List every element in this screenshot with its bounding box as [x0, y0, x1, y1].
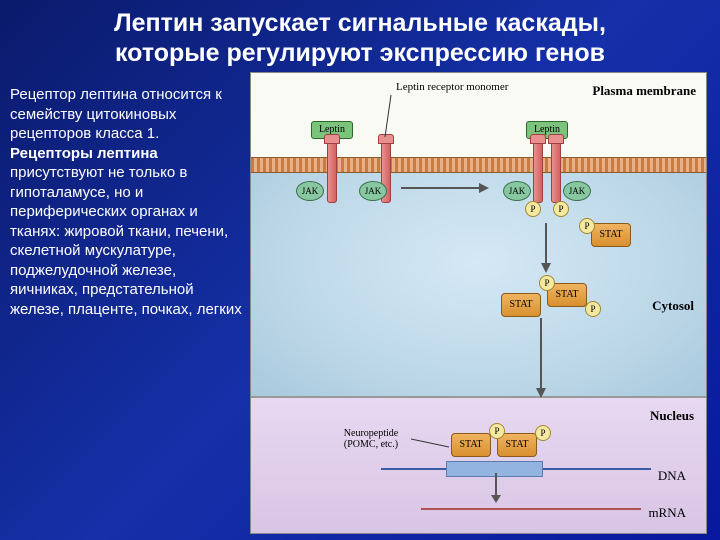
cytosol-region [251, 168, 706, 402]
receptor-dimer [533, 141, 543, 203]
title-line-1: Лептин запускает сигнальные каскады, [114, 9, 606, 37]
receptor-dimer [551, 141, 561, 203]
mrna-strand [421, 508, 641, 510]
receptor-monomer [327, 141, 337, 203]
signaling-diagram: Leptin receptor monomer Plasma membrane … [250, 72, 707, 534]
phosphate-icon: P [535, 425, 551, 441]
dimerization-arrow [401, 178, 491, 198]
plasma-membrane-label: Plasma membrane [592, 83, 696, 99]
phosphate-icon: P [539, 275, 555, 291]
slide-title: Лептин запускает сигнальные каскады, кот… [0, 0, 720, 72]
arrow-down-icon [536, 223, 556, 273]
neuropeptide-label: Neuropeptide (POMC, etc.) [326, 428, 416, 450]
phosphate-icon: P [489, 423, 505, 439]
receptor-monomer-label: Leptin receptor monomer [396, 81, 508, 93]
phosphate-icon: P [585, 301, 601, 317]
jak-kinase: JAK [503, 181, 531, 201]
transcription-arrow-icon [486, 473, 506, 503]
phosphate-icon: P [553, 201, 569, 217]
arrow-nucleus-icon [531, 318, 551, 398]
pointer-line [381, 95, 401, 140]
plasma-membrane [251, 157, 706, 173]
stat-on-dna: STAT [451, 433, 491, 457]
cytosol-label: Cytosol [652, 298, 694, 314]
mrna-label: mRNA [648, 505, 686, 521]
jak-kinase: JAK [563, 181, 591, 201]
sidebar-description: Рецептор лептина относится к семейству ц… [10, 85, 245, 319]
phosphate-icon: P [525, 201, 541, 217]
jak-kinase: JAK [359, 181, 387, 201]
stat-on-dna: STAT [497, 433, 537, 457]
dna-label: DNA [658, 468, 686, 484]
stat-protein: STAT [591, 223, 631, 247]
jak-kinase: JAK [296, 181, 324, 201]
nucleus-label: Nucleus [650, 408, 694, 424]
stat-dimer: STAT [501, 293, 541, 317]
pointer-line [411, 433, 451, 453]
phosphate-icon: P [579, 218, 595, 234]
title-line-2: которые регулируют экспрессию генов [115, 39, 605, 67]
